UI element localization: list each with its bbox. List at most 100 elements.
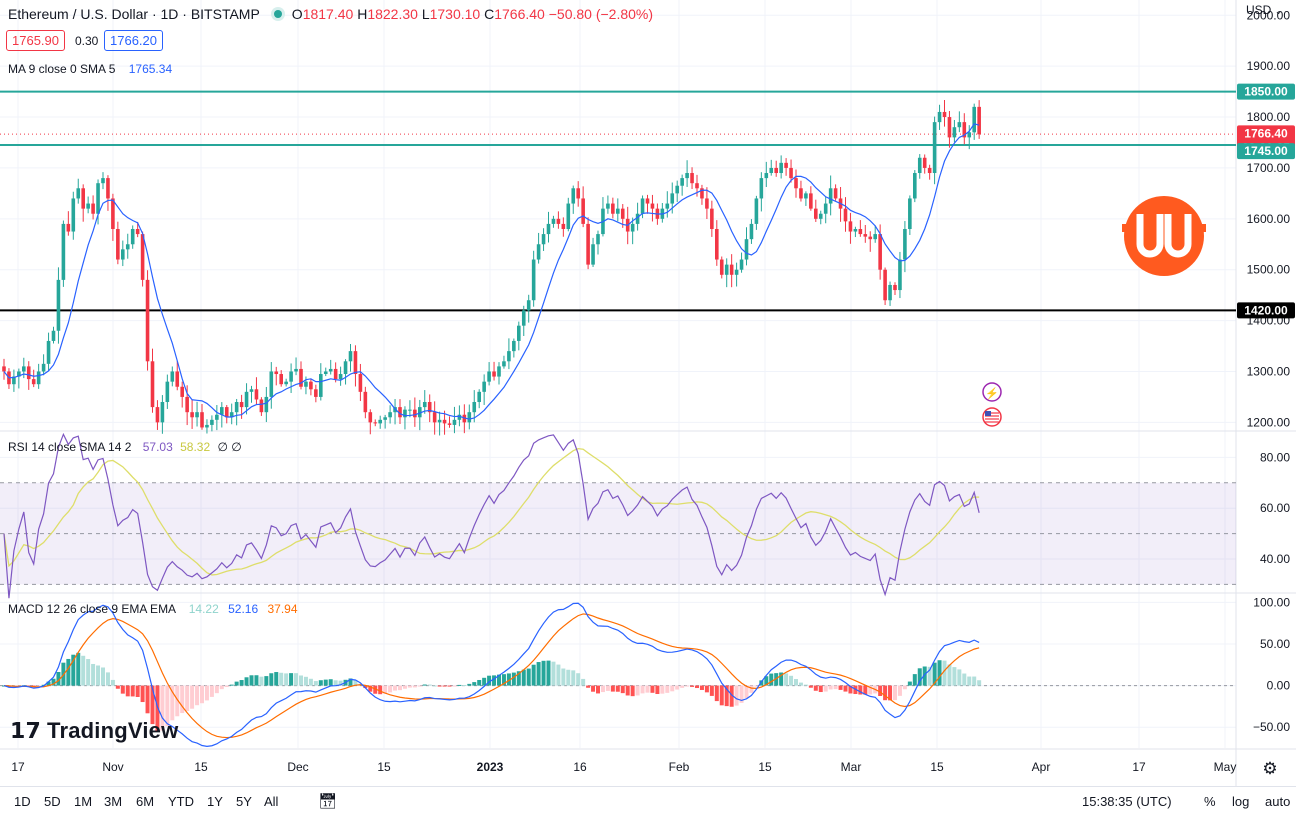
macd-histogram-bar xyxy=(635,685,640,696)
candle-body xyxy=(680,178,684,186)
buy-price-button[interactable]: 1766.20 xyxy=(104,30,163,51)
macd-histogram-bar xyxy=(497,674,501,686)
macd-value: 52.16 xyxy=(228,602,259,616)
macd-hist-value: 14.22 xyxy=(188,602,219,616)
candle-body xyxy=(804,193,808,199)
timeframe-1y[interactable]: 1Y xyxy=(207,794,223,809)
candle-body xyxy=(888,284,892,301)
timeframe-6m[interactable]: 6M xyxy=(136,794,155,809)
candle-body xyxy=(309,381,313,390)
candle-body xyxy=(670,193,675,204)
macd-histogram-bar xyxy=(180,685,185,714)
candle-body xyxy=(36,371,41,385)
candle-body xyxy=(338,374,343,380)
level-tag-1745 xyxy=(1237,143,1295,160)
macd-histogram-bar xyxy=(838,685,843,690)
percent-toggle[interactable]: % xyxy=(1204,794,1216,809)
macd-label: MACD 12 26 close 9 EMA EMA xyxy=(8,602,176,616)
candle-body xyxy=(373,422,378,424)
currency-selector[interactable]: USD ⌄ xyxy=(1246,3,1283,17)
candle-body xyxy=(591,244,595,265)
time-axis-label: Apr xyxy=(1032,760,1051,774)
calendar-icon[interactable]: 📅︎ xyxy=(318,793,338,810)
candle-body xyxy=(616,208,620,214)
macd-histogram-bar xyxy=(214,685,219,694)
macd-histogram-bar xyxy=(630,685,635,697)
macd-histogram-bar xyxy=(209,685,214,697)
price-axis-label: 1600.00 xyxy=(1247,212,1291,226)
candle-body xyxy=(383,417,387,420)
candle-body xyxy=(561,223,566,229)
ma-line xyxy=(3,123,980,420)
candle-body xyxy=(76,188,81,199)
macd-histogram-bar xyxy=(734,685,739,706)
candle-body xyxy=(91,203,95,214)
grid-lines xyxy=(0,0,1296,786)
sell-price-button[interactable]: 1765.90 xyxy=(6,30,65,51)
candle-body xyxy=(165,381,170,403)
ma-legend[interactable]: MA 9 close 0 SMA 5 1765.34 xyxy=(8,62,172,76)
macd-histogram-bar xyxy=(759,680,764,686)
candle-body xyxy=(611,203,615,214)
macd-histogram-bar xyxy=(620,685,625,694)
tradingview-logo[interactable]: 𝟭𝟳 TradingView xyxy=(10,718,179,743)
macd-histogram-bar xyxy=(249,675,254,686)
macd-histogram-bar xyxy=(135,685,140,698)
macd-histogram-bar xyxy=(353,680,358,686)
macd-legend[interactable]: MACD 12 26 close 9 EMA EMA 14.22 52.16 3… xyxy=(8,602,298,616)
candle-body xyxy=(2,366,6,372)
timeframe-all[interactable]: All xyxy=(264,794,279,809)
candle-body xyxy=(977,106,981,135)
candle-body xyxy=(175,371,180,387)
macd-histogram-bar xyxy=(120,685,125,694)
candle-body xyxy=(789,167,793,179)
utc-clock[interactable]: 15:38:35 (UTC) xyxy=(1082,794,1172,809)
macd-histogram-bar xyxy=(86,659,91,686)
macd-histogram-bar xyxy=(828,685,833,690)
us-flag-icon xyxy=(982,407,1002,427)
macd-histogram-bar xyxy=(655,685,660,695)
candle-body xyxy=(314,389,318,397)
macd-histogram-bar xyxy=(393,685,398,691)
timeframe-1m[interactable]: 1M xyxy=(74,794,93,809)
timeframe-5d[interactable]: 5D xyxy=(44,794,61,809)
candle-body xyxy=(606,203,610,209)
settings-icon: ⚙ xyxy=(1262,759,1277,778)
timeframe-ytd[interactable]: YTD xyxy=(168,794,194,809)
macd-histogram-bar xyxy=(254,675,259,686)
macd-histogram-bar xyxy=(699,685,704,690)
macd-histogram-bar xyxy=(784,673,789,686)
macd-histogram-bar xyxy=(437,685,442,687)
macd-histogram-bar xyxy=(739,685,744,703)
macd-histogram-bar xyxy=(947,664,952,686)
timeframe-3m[interactable]: 3M xyxy=(104,794,123,809)
macd-histogram-bar xyxy=(56,671,61,686)
auto-toggle[interactable]: auto xyxy=(1265,794,1291,809)
candle-body xyxy=(744,239,749,260)
macd-histogram-bar xyxy=(467,683,472,686)
macd-histogram-bar xyxy=(581,678,586,686)
macd-histogram-bar xyxy=(239,680,244,686)
timeframe-5y[interactable]: 5Y xyxy=(236,794,252,809)
candle-body xyxy=(898,259,902,291)
level-tag-1850 xyxy=(1237,83,1295,100)
rsi-line xyxy=(3,432,980,599)
timeframe-1d[interactable]: 1D xyxy=(14,794,31,809)
time-axis-label: Feb xyxy=(669,760,690,774)
macd-histogram-bar xyxy=(412,685,417,688)
macd-histogram-bar xyxy=(794,679,798,686)
chevron-down-icon: ⌄ xyxy=(1274,6,1283,16)
log-toggle[interactable]: log xyxy=(1232,794,1250,809)
symbol-title[interactable]: Ethereum / U.S. Dollar · 1D · BITSTAMP xyxy=(8,6,260,22)
candle-body xyxy=(130,228,135,245)
macd-histogram-bar xyxy=(719,685,724,706)
candle-body xyxy=(289,371,293,382)
candle-body xyxy=(185,396,189,413)
rsi-legend[interactable]: RSI 14 close SMA 14 2 57.03 58.32 ∅ ∅ xyxy=(8,440,242,454)
macd-histogram-bar xyxy=(625,685,630,696)
macd-histogram-bar xyxy=(605,685,610,691)
macd-histogram-bar xyxy=(670,685,675,692)
rsi-axis-label: 40.00 xyxy=(1260,552,1290,566)
candle-body xyxy=(620,208,625,219)
